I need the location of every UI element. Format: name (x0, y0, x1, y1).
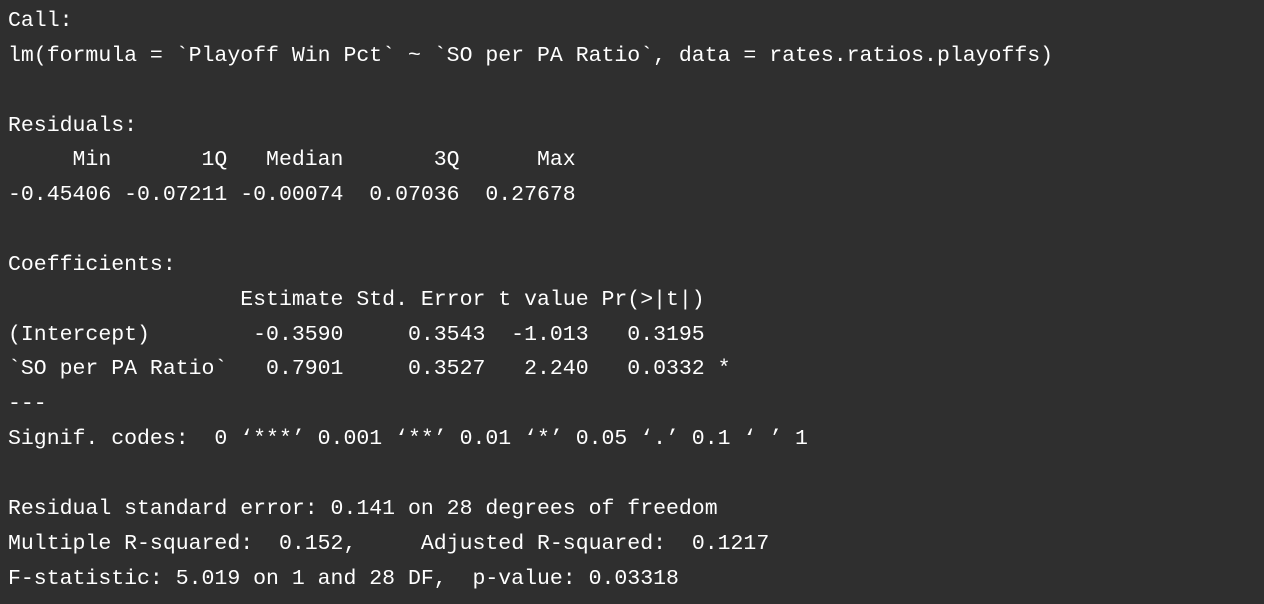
r-squared-line: Multiple R-squared: 0.152, Adjusted R-sq… (8, 531, 783, 556)
coefficient-row-so-per-pa-ratio: `SO per PA Ratio` 0.7901 0.3527 2.240 0.… (8, 357, 731, 382)
residual-standard-error: Residual standard error: 0.141 on 28 deg… (8, 496, 718, 521)
blank-line (8, 74, 1264, 109)
coefficient-row-intercept: (Intercept) -0.3590 0.3543 -1.013 0.3195 (8, 322, 731, 347)
coefficients-header: Coefficients: (8, 252, 176, 277)
residuals-header: Residuals: (8, 113, 138, 138)
residuals-quantile-labels: Min 1Q Median 3Q Max (8, 148, 589, 173)
separator-line: --- (8, 392, 47, 417)
blank-line (8, 457, 1264, 492)
residuals-quantile-values: -0.45406 -0.07211 -0.00074 0.07036 0.276… (8, 183, 589, 208)
blank-line (8, 213, 1264, 248)
call-header: Call: (8, 9, 73, 33)
call-formula: lm(formula = `Playoff Win Pct` ~ `SO per… (8, 43, 1054, 68)
f-statistic-line: F-statistic: 5.019 on 1 and 28 DF, p-val… (8, 566, 679, 591)
signif-codes-legend: Signif. codes: 0 ‘***’ 0.001 ‘**’ 0.01 ‘… (8, 427, 808, 452)
coefficients-column-headers: Estimate Std. Error t value Pr(>|t|) (8, 287, 731, 312)
